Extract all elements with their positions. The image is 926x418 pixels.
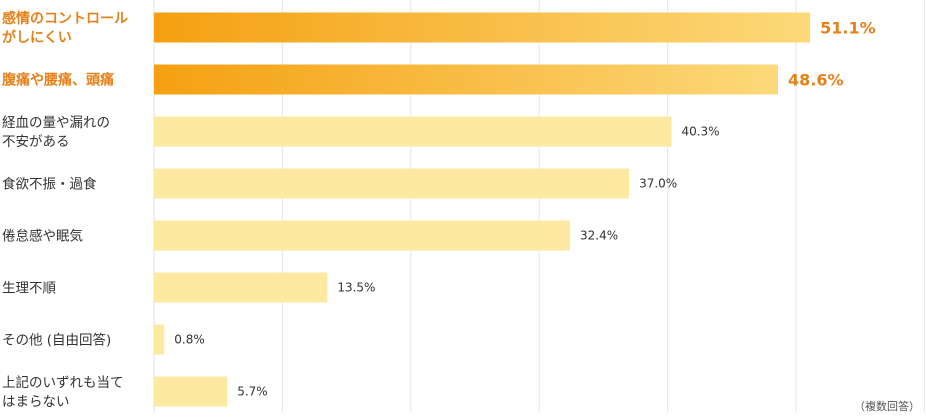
- value-label-3: 37.0%: [639, 177, 677, 191]
- category-label-0: 感情のコントロールがしにくい: [2, 10, 128, 46]
- footnote: （複数回答）: [854, 399, 920, 413]
- category-labels: 感情のコントロールがしにくい腹痛や腰痛、頭痛経血の量や漏れの不安がある食欲不振・…: [2, 10, 128, 410]
- value-label-4: 32.4%: [580, 229, 618, 243]
- grid-lines: [153, 0, 925, 412]
- category-label-7: 上記のいずれも当てはまらない: [2, 374, 124, 410]
- value-label-1: 48.6%: [788, 71, 844, 90]
- value-label-0: 51.1%: [820, 19, 876, 38]
- category-label-4: 倦怠感や眠気: [2, 228, 83, 245]
- bar-6: [154, 324, 165, 355]
- category-label-1: 腹痛や腰痛、頭痛: [2, 72, 114, 89]
- value-label-2: 40.3%: [681, 125, 719, 139]
- value-label-5: 13.5%: [337, 281, 375, 295]
- bar-3: [154, 168, 630, 199]
- value-label-7: 5.7%: [237, 385, 267, 399]
- category-label-3: 食欲不振・過食: [2, 176, 97, 193]
- bar-4: [154, 220, 571, 251]
- value-labels: 51.1% 48.6% 40.3% 37.0% 32.4% 13.5% 0.8% 5.7%: [174, 19, 875, 399]
- category-label-5: 生理不順: [2, 281, 56, 297]
- category-label-6: その他 (自由回答): [2, 332, 111, 349]
- bars: [154, 12, 811, 407]
- bar-1: [154, 64, 779, 95]
- bar-2: [154, 116, 672, 147]
- bar-7: [154, 376, 228, 407]
- category-label-2: 経血の量や漏れの不安がある: [2, 115, 110, 150]
- bar-5: [154, 272, 328, 303]
- value-label-6: 0.8%: [174, 333, 205, 347]
- bar-0: [154, 12, 811, 43]
